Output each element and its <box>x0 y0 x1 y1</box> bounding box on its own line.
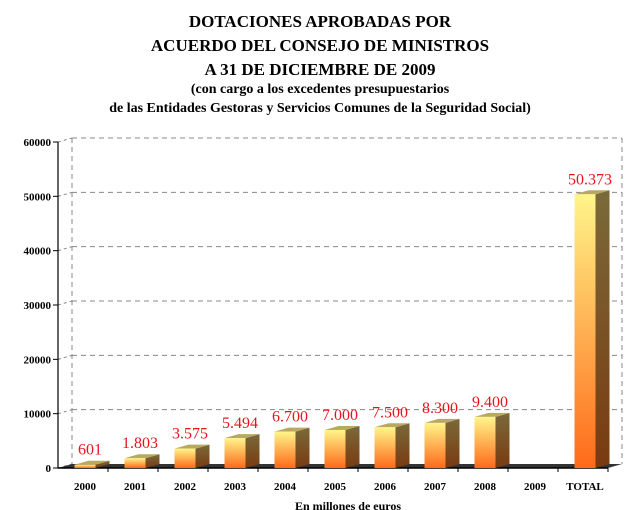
data-label-2005: 7.000 <box>322 407 358 424</box>
x-tick-label-2001: 2001 <box>124 481 146 493</box>
bar-side-2002 <box>195 444 210 468</box>
bar-2002 <box>174 448 196 468</box>
y-tick-label: 50000 <box>24 191 52 203</box>
y-tick-label: 20000 <box>24 354 52 366</box>
bar-2005 <box>324 429 346 468</box>
bar-2001 <box>124 458 146 468</box>
data-label-2002: 3.575 <box>172 426 208 443</box>
x-tick-label-2002: 2002 <box>174 481 197 493</box>
bar-side-2006 <box>395 423 410 468</box>
chart-subtitle-line-2: de las Entidades Gestoras y Servicios Co… <box>109 101 531 116</box>
bar-top-2001 <box>124 454 160 459</box>
chart-title-line-3: A 31 DE DICIEMBRE DE 2009 <box>204 60 436 79</box>
bar-2003 <box>224 438 246 468</box>
x-tick-label-TOTAL: TOTAL <box>566 481 604 493</box>
x-tick-label-2006: 2006 <box>374 481 397 493</box>
y-tick-label: 30000 <box>24 300 52 312</box>
bar-side-2004 <box>295 427 310 468</box>
bar-side-2000 <box>95 460 110 468</box>
data-label-2004: 6.700 <box>272 409 308 426</box>
grid-connector <box>57 191 73 197</box>
x-tick-label-2009: 2009 <box>524 481 547 493</box>
bar-2008 <box>474 416 496 468</box>
bar-2004 <box>274 431 296 468</box>
grid-connector <box>57 246 73 252</box>
bar-top-2006 <box>374 423 410 428</box>
bar-top-2002 <box>174 444 210 449</box>
chart-subtitle-line-1: (con cargo a los excedentes presupuestar… <box>190 82 450 97</box>
chart-title-line-2: ACUERDO DEL CONSEJO DE MINISTROS <box>150 36 490 55</box>
bar-top-2005 <box>324 425 360 430</box>
bar-top-2004 <box>274 427 310 432</box>
chart-title-line-1: DOTACIONES APROBADAS POR <box>188 12 452 31</box>
bar-side-2008 <box>495 412 510 468</box>
data-label-2000: 601 <box>78 442 102 459</box>
data-label-2001: 1.803 <box>122 435 158 452</box>
bar-side-2001 <box>145 454 160 468</box>
grid-connector <box>57 300 73 306</box>
grid-connector <box>57 354 73 360</box>
bar-2007 <box>424 422 446 468</box>
data-label-2003: 5.494 <box>222 415 258 432</box>
data-label-TOTAL: 50.373 <box>568 171 612 188</box>
bar-top-2008 <box>474 412 510 417</box>
bar-2000 <box>74 464 96 468</box>
bar-TOTAL <box>574 194 596 468</box>
x-tick-label-2008: 2008 <box>474 481 497 493</box>
bar-top-2003 <box>224 434 260 439</box>
x-tick-label-2000: 2000 <box>74 481 97 493</box>
bar-top-2000 <box>74 460 110 465</box>
x-tick-label-2005: 2005 <box>324 481 347 493</box>
data-label-2007: 8.300 <box>422 400 458 417</box>
data-label-2006: 7.500 <box>372 404 408 421</box>
bar-2006 <box>374 427 396 468</box>
y-tick-label: 10000 <box>24 409 52 421</box>
x-tick-label-2007: 2007 <box>424 481 447 493</box>
bar-top-2007 <box>424 418 460 423</box>
y-tick-label: 60000 <box>24 137 52 149</box>
bar-side-2005 <box>345 425 360 468</box>
data-label-2008: 9.400 <box>472 394 508 411</box>
bar-side-2003 <box>245 434 260 468</box>
bar-top-TOTAL <box>574 190 610 195</box>
x-axis-label: En millones de euros <box>295 499 401 510</box>
bar-side-2007 <box>445 418 460 468</box>
y-tick-label: 0 <box>46 463 52 475</box>
x-tick-label-2004: 2004 <box>274 481 297 493</box>
x-tick-label-2003: 2003 <box>224 481 247 493</box>
bar-side-TOTAL <box>595 190 610 468</box>
grid-connector <box>57 137 73 143</box>
grid-connector <box>57 409 73 415</box>
y-tick-label: 40000 <box>24 246 52 258</box>
